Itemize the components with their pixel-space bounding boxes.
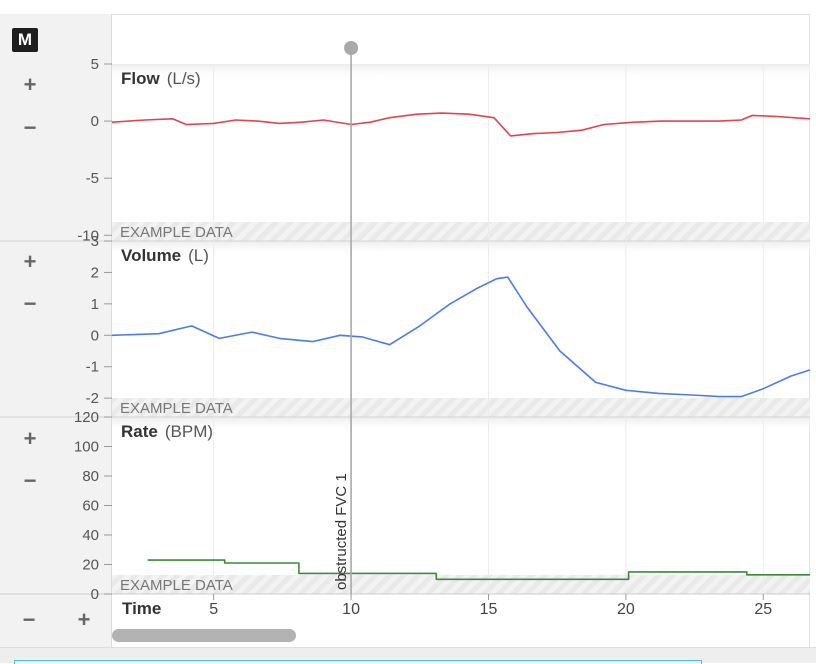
bottom-panel-accent xyxy=(14,660,702,664)
rate-y-tick-label: 100 xyxy=(74,439,99,456)
volume-y-tick-label: -1 xyxy=(86,359,99,376)
volume-zoom-out-button[interactable]: − xyxy=(23,291,37,316)
time-zoom-in-button[interactable]: + xyxy=(77,607,91,632)
time-axis-label: Time xyxy=(122,599,161,618)
volume-y-tick-label: -2 xyxy=(86,390,99,407)
event-marker-handle[interactable] xyxy=(344,41,359,55)
time-tick-label-20: 20 xyxy=(617,601,635,618)
time-tick-label-10: 10 xyxy=(342,601,360,618)
rate-zoom-out-button[interactable]: − xyxy=(23,468,37,493)
volume-panel-title: Volume (L) xyxy=(121,246,209,265)
flow-panel-shade xyxy=(112,64,810,80)
volume-series-line xyxy=(111,276,811,398)
bottom-panel xyxy=(0,647,816,664)
rate-zoom-in-button[interactable]: + xyxy=(23,426,37,451)
rate-y-tick-label: 120 xyxy=(74,409,99,426)
rate-panel-title: Rate (BPM) xyxy=(121,422,213,441)
flow-watermark: EXAMPLE DATA xyxy=(120,224,233,241)
rate-watermark-band xyxy=(112,575,810,594)
event-marker-label: obstructed FVC 1 xyxy=(333,473,350,590)
time-tick-label-15: 15 xyxy=(480,601,498,618)
time-tick-label-5: 5 xyxy=(209,601,218,618)
volume-y-tick-label: 0 xyxy=(91,327,99,344)
volume-panel-shade xyxy=(112,241,810,257)
volume-watermark-band xyxy=(112,398,810,417)
flow-y-tick-label: -10 xyxy=(77,227,99,244)
volume-y-tick-label: 3 xyxy=(91,233,99,250)
flow-y-tick-label: -5 xyxy=(86,170,99,187)
rate-y-tick-label: 20 xyxy=(82,557,99,574)
flow-y-tick-label: 5 xyxy=(91,56,99,73)
rate-panel-shade xyxy=(112,417,810,433)
flow-zoom-out-button[interactable]: − xyxy=(23,115,37,140)
app-logo: M xyxy=(12,28,38,52)
time-tick-label-25: 25 xyxy=(754,601,772,618)
flow-y-tick-label: 0 xyxy=(91,113,99,130)
chart-frame xyxy=(0,14,810,663)
rate-y-tick-label: 40 xyxy=(82,527,99,544)
flow-watermark-band xyxy=(112,222,810,241)
volume-zoom-in-button[interactable]: + xyxy=(23,249,37,274)
flow-panel-title: Flow (L/s) xyxy=(121,69,201,88)
flow-zoom-in-button[interactable]: + xyxy=(23,72,37,97)
time-scrollbar-thumb[interactable] xyxy=(112,629,296,642)
rate-y-tick-label: 0 xyxy=(91,586,99,603)
axis-column xyxy=(0,14,112,663)
rate-series-line xyxy=(147,559,810,581)
volume-y-tick-label: 2 xyxy=(91,264,99,281)
volume-watermark: EXAMPLE DATA xyxy=(120,400,233,417)
rate-y-tick-label: 60 xyxy=(82,498,99,515)
rate-y-tick-label: 80 xyxy=(82,468,99,485)
time-zoom-out-button[interactable]: − xyxy=(22,607,36,632)
rate-watermark: EXAMPLE DATA xyxy=(120,577,233,594)
volume-y-tick-label: 1 xyxy=(91,296,99,313)
flow-series-line xyxy=(111,112,811,137)
